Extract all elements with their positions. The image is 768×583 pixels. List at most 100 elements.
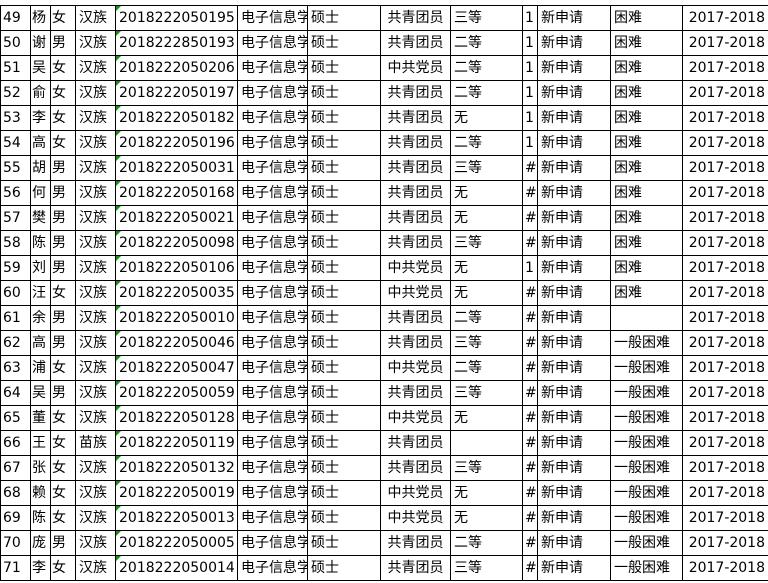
award-level[interactable]: 三等 <box>450 380 523 406</box>
degree[interactable]: 硕士 <box>307 380 381 406</box>
row-number[interactable]: 60 <box>0 280 31 306</box>
school-year[interactable]: 2017-2018 <box>682 5 768 31</box>
degree[interactable]: 硕士 <box>307 5 381 31</box>
gender[interactable]: 女 <box>50 80 76 106</box>
truncated-cell[interactable]: # <box>522 405 538 431</box>
major[interactable]: 电子信息学 <box>237 455 308 481</box>
award-level[interactable]: 无 <box>450 280 523 306</box>
ethnicity[interactable]: 汉族 <box>75 130 116 156</box>
award-level[interactable]: 无 <box>450 405 523 431</box>
political-status[interactable]: 共青团员 <box>380 305 451 331</box>
school-year[interactable]: 2017-2018 <box>682 230 768 256</box>
major[interactable]: 电子信息学 <box>237 555 308 581</box>
surname[interactable]: 汪 <box>30 280 51 306</box>
award-level[interactable]: 无 <box>450 105 523 131</box>
student-id[interactable]: 2018222050132 <box>115 455 238 481</box>
school-year[interactable]: 2017-2018 <box>682 305 768 331</box>
truncated-cell[interactable]: 1 <box>522 55 538 81</box>
student-id[interactable]: 2018222850193 <box>115 30 238 56</box>
major[interactable]: 电子信息学 <box>237 255 308 281</box>
surname[interactable]: 浦 <box>30 355 51 381</box>
truncated-cell[interactable]: # <box>522 555 538 581</box>
difficulty-level[interactable]: 困难 <box>610 205 683 231</box>
major[interactable]: 电子信息学 <box>237 155 308 181</box>
political-status[interactable]: 中共党员 <box>380 355 451 381</box>
application-status[interactable]: 新申请 <box>537 105 611 131</box>
award-level[interactable]: 无 <box>450 505 523 531</box>
row-number[interactable]: 55 <box>0 155 31 181</box>
political-status[interactable]: 共青团员 <box>380 105 451 131</box>
political-status[interactable]: 中共党员 <box>380 405 451 431</box>
award-level[interactable]: 二等 <box>450 530 523 556</box>
row-number[interactable]: 58 <box>0 230 31 256</box>
degree[interactable]: 硕士 <box>307 55 381 81</box>
application-status[interactable]: 新申请 <box>537 230 611 256</box>
row-number[interactable]: 54 <box>0 130 31 156</box>
surname[interactable]: 庞 <box>30 530 51 556</box>
difficulty-level[interactable]: 困难 <box>610 180 683 206</box>
award-level[interactable]: 三等 <box>450 330 523 356</box>
row-number[interactable]: 53 <box>0 105 31 131</box>
surname[interactable]: 余 <box>30 305 51 331</box>
school-year[interactable]: 2017-2018 <box>682 255 768 281</box>
political-status[interactable]: 共青团员 <box>380 180 451 206</box>
degree[interactable]: 硕士 <box>307 105 381 131</box>
ethnicity[interactable]: 汉族 <box>75 330 116 356</box>
application-status[interactable]: 新申请 <box>537 330 611 356</box>
gender[interactable]: 男 <box>50 530 76 556</box>
application-status[interactable]: 新申请 <box>537 30 611 56</box>
school-year[interactable]: 2017-2018 <box>682 330 768 356</box>
surname[interactable]: 李 <box>30 105 51 131</box>
political-status[interactable]: 共青团员 <box>380 205 451 231</box>
award-level[interactable]: 无 <box>450 255 523 281</box>
degree[interactable]: 硕士 <box>307 455 381 481</box>
major[interactable]: 电子信息学 <box>237 5 308 31</box>
school-year[interactable]: 2017-2018 <box>682 455 768 481</box>
gender[interactable]: 女 <box>50 455 76 481</box>
degree[interactable]: 硕士 <box>307 355 381 381</box>
political-status[interactable]: 共青团员 <box>380 130 451 156</box>
surname[interactable]: 樊 <box>30 205 51 231</box>
degree[interactable]: 硕士 <box>307 130 381 156</box>
truncated-cell[interactable]: # <box>522 305 538 331</box>
truncated-cell[interactable]: # <box>522 480 538 506</box>
gender[interactable]: 女 <box>50 55 76 81</box>
surname[interactable]: 高 <box>30 330 51 356</box>
application-status[interactable]: 新申请 <box>537 305 611 331</box>
gender[interactable]: 男 <box>50 230 76 256</box>
ethnicity[interactable]: 汉族 <box>75 380 116 406</box>
gender[interactable]: 女 <box>50 405 76 431</box>
major[interactable]: 电子信息学 <box>237 430 308 456</box>
ethnicity[interactable]: 汉族 <box>75 305 116 331</box>
degree[interactable]: 硕士 <box>307 255 381 281</box>
difficulty-level[interactable]: 困难 <box>610 255 683 281</box>
award-level[interactable]: 二等 <box>450 355 523 381</box>
student-id[interactable]: 2018222050119 <box>115 430 238 456</box>
degree[interactable]: 硕士 <box>307 180 381 206</box>
degree[interactable]: 硕士 <box>307 305 381 331</box>
difficulty-level[interactable]: 一般困难 <box>610 555 683 581</box>
school-year[interactable]: 2017-2018 <box>682 380 768 406</box>
ethnicity[interactable]: 汉族 <box>75 355 116 381</box>
difficulty-level[interactable]: 一般困难 <box>610 355 683 381</box>
truncated-cell[interactable]: # <box>522 455 538 481</box>
school-year[interactable]: 2017-2018 <box>682 55 768 81</box>
student-id[interactable]: 2018222050195 <box>115 5 238 31</box>
row-number[interactable]: 71 <box>0 555 31 581</box>
application-status[interactable]: 新申请 <box>537 405 611 431</box>
major[interactable]: 电子信息学 <box>237 405 308 431</box>
gender[interactable]: 女 <box>50 355 76 381</box>
political-status[interactable]: 共青团员 <box>380 555 451 581</box>
surname[interactable]: 李 <box>30 555 51 581</box>
degree[interactable]: 硕士 <box>307 80 381 106</box>
gender[interactable]: 男 <box>50 30 76 56</box>
difficulty-level[interactable] <box>610 305 683 331</box>
school-year[interactable]: 2017-2018 <box>682 530 768 556</box>
school-year[interactable]: 2017-2018 <box>682 80 768 106</box>
political-status[interactable]: 共青团员 <box>380 5 451 31</box>
student-id[interactable]: 2018222050182 <box>115 105 238 131</box>
political-status[interactable]: 共青团员 <box>380 230 451 256</box>
major[interactable]: 电子信息学 <box>237 530 308 556</box>
application-status[interactable]: 新申请 <box>537 430 611 456</box>
ethnicity[interactable]: 汉族 <box>75 405 116 431</box>
